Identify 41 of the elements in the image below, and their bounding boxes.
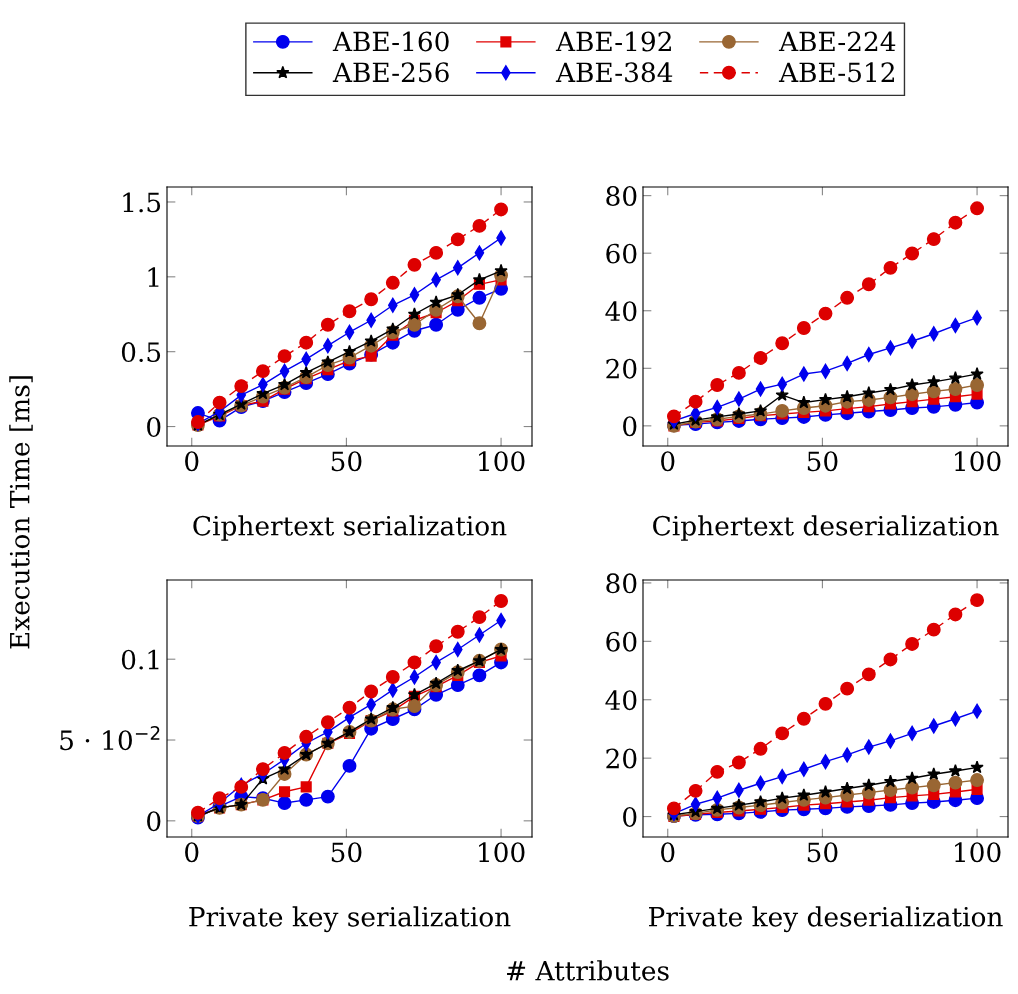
x-axis-title: Ciphertext deserialization [653, 515, 999, 541]
y-tick-label: 40 [605, 690, 637, 711]
y-tick-label: 0 [623, 807, 637, 827]
y-tick-label: 0 [147, 416, 161, 437]
y-axis-title: Execution Time [ms] [9, 376, 33, 649]
x-tick-label: 0 [185, 451, 199, 472]
y-tick-label: 20 [606, 748, 637, 769]
x-axis-title: Private key deserialization [649, 906, 1003, 933]
x-tick-label: 100 [955, 451, 1001, 472]
legend-label: ABE-192 [555, 31, 671, 52]
x-tick-label: 50 [807, 451, 838, 472]
legend-label: ABE-160 [332, 31, 449, 52]
legend-label: ABE-256 [332, 62, 449, 83]
x-tick-label: 50 [807, 842, 838, 863]
y-tick-label: 40 [605, 301, 637, 322]
x-tick-label: 0 [661, 842, 675, 863]
y-tick-label: 0 [623, 416, 637, 437]
x-axis-title: Private key serialization [189, 906, 511, 933]
x-tick-label: 100 [479, 842, 525, 863]
text: # Attributes [507, 960, 669, 981]
x-tick-label: 0 [185, 842, 199, 863]
x-tick-label: 100 [955, 842, 1001, 863]
y-tick-label: 60 [606, 631, 637, 652]
y-tick-label: 1.5 [123, 192, 161, 213]
x-tick-label: 50 [331, 451, 362, 472]
y-tick-label: 5 · 10$^{−2}$ [60, 726, 160, 751]
legend-label: ABE-224 [778, 31, 896, 52]
y-tick-label: 0 [147, 811, 161, 832]
y-tick-label: 0.5 [121, 342, 161, 363]
y-tick-label: 1 [148, 267, 159, 287]
y-tick-label: 0.1 [121, 649, 159, 670]
legend-label: ABE-512 [778, 62, 894, 83]
y-tick-label: 80 [606, 186, 637, 207]
y-tick-label: 60 [606, 243, 637, 264]
x-tick-label: 50 [331, 842, 362, 863]
x-tick-label: 0 [661, 451, 675, 472]
y-tick-label: 20 [606, 358, 637, 379]
x-axis-title: Ciphertext serialization [193, 515, 507, 541]
x-tick-label: 100 [479, 451, 525, 472]
y-tick-label: 80 [606, 573, 637, 594]
legend-label: ABE-384 [555, 62, 673, 83]
